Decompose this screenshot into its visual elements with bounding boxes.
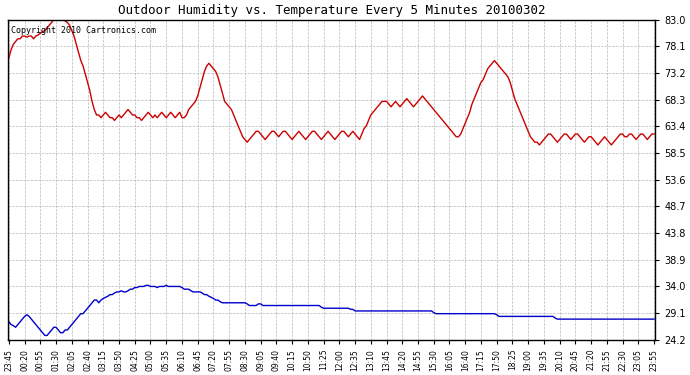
- Title: Outdoor Humidity vs. Temperature Every 5 Minutes 20100302: Outdoor Humidity vs. Temperature Every 5…: [118, 4, 545, 17]
- Text: Copyright 2010 Cartronics.com: Copyright 2010 Cartronics.com: [11, 26, 156, 35]
